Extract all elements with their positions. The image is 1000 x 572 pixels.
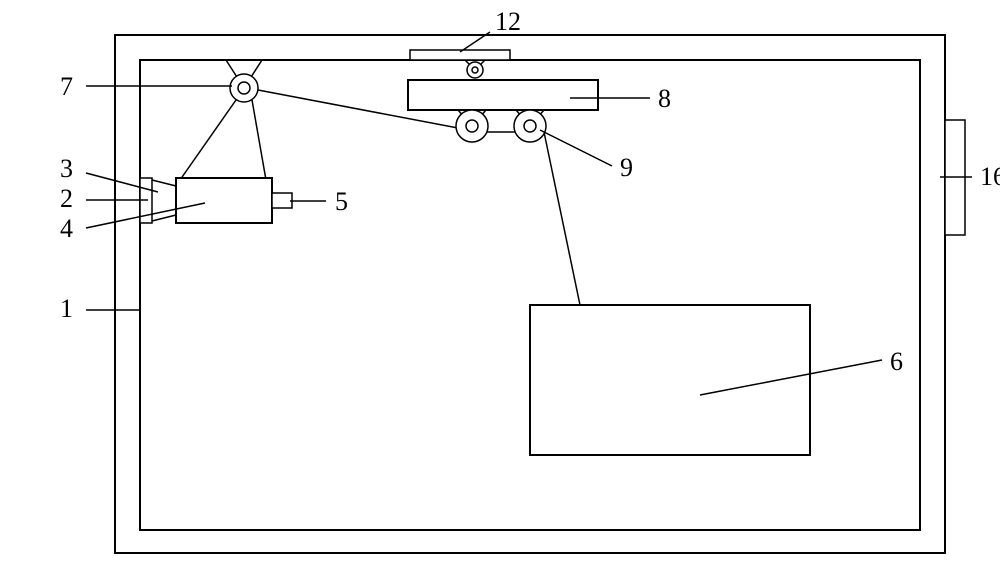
svg-text:4: 4 [60, 214, 73, 243]
svg-text:5: 5 [335, 187, 348, 216]
svg-text:2: 2 [60, 184, 73, 213]
svg-text:3: 3 [60, 154, 73, 183]
svg-text:16: 16 [980, 162, 1000, 191]
svg-text:1: 1 [60, 294, 73, 323]
svg-text:6: 6 [890, 347, 903, 376]
svg-text:9: 9 [620, 153, 633, 182]
svg-text:12: 12 [495, 7, 521, 36]
svg-text:8: 8 [658, 84, 671, 113]
svg-text:7: 7 [60, 72, 73, 101]
